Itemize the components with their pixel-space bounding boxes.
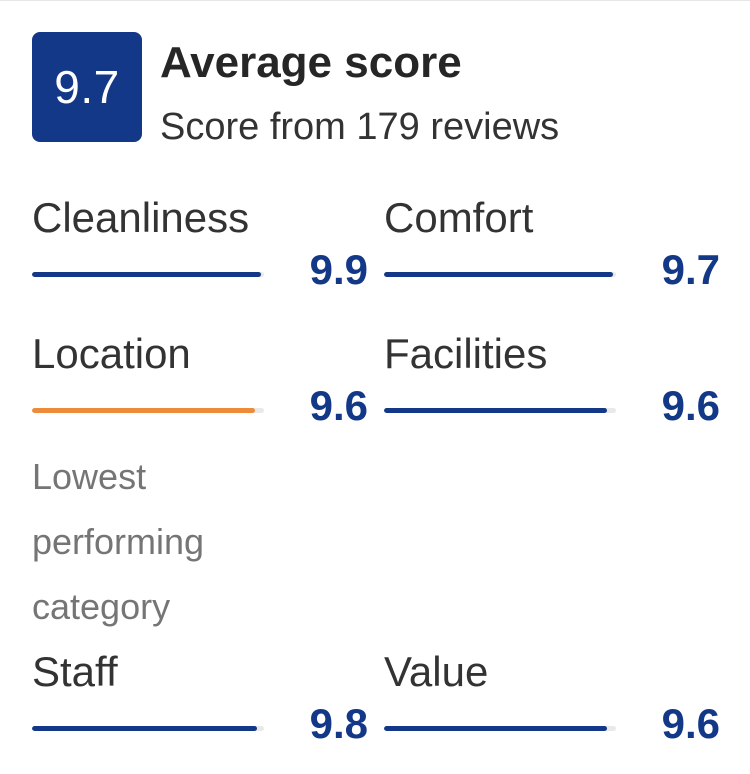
score-bar-fill (32, 726, 258, 731)
category-label: Comfort (384, 194, 534, 241)
category-cleanliness: Cleanliness 9.9 (32, 194, 368, 294)
score-bar-fill (384, 408, 607, 413)
category-label: Staff (32, 648, 118, 695)
score-bar-fill (384, 272, 613, 277)
score-bar-track (384, 272, 616, 277)
category-location: Location 9.6 (32, 330, 368, 430)
average-score-badge: 9.7 (32, 32, 142, 142)
category-score: 9.7 (661, 246, 720, 293)
score-bar-fill (384, 726, 607, 731)
category-label: Cleanliness (32, 194, 250, 241)
category-score: 9.8 (309, 700, 368, 747)
category-staff: Staff 9.8 (32, 648, 368, 748)
score-bar-track (32, 726, 264, 731)
category-score: 9.6 (661, 700, 720, 747)
lowest-performing-note: Lowest performing category (32, 456, 205, 627)
score-bar-track (384, 408, 616, 413)
average-score-title: Average score (160, 38, 462, 87)
score-bar-fill (32, 272, 261, 277)
review-count-text: Score from 179 reviews (160, 106, 560, 148)
top-divider (0, 0, 750, 1)
score-bar-fill (32, 408, 255, 413)
category-facilities: Facilities 9.6 (384, 330, 720, 430)
category-comfort: Comfort 9.7 (384, 194, 720, 294)
score-bar-track (384, 726, 616, 731)
score-bar-track (32, 272, 264, 277)
category-value: Value 9.6 (384, 648, 720, 748)
category-score: 9.6 (661, 382, 720, 429)
category-score: 9.6 (309, 382, 368, 429)
category-label: Value (384, 648, 489, 695)
category-label: Facilities (384, 330, 548, 377)
category-score: 9.9 (309, 246, 368, 293)
score-bar-track (32, 408, 264, 413)
category-label: Location (32, 330, 191, 377)
